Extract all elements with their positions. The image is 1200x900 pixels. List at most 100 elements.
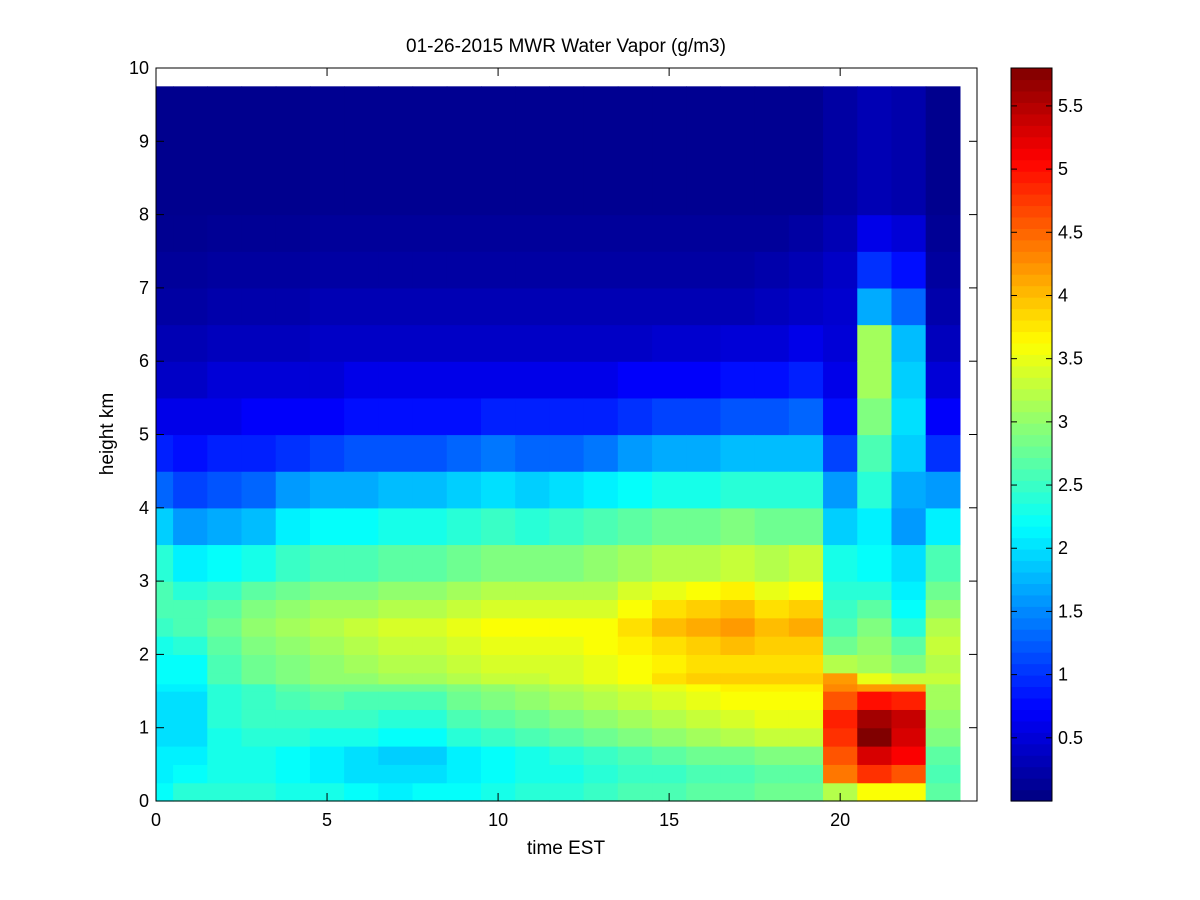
x-tick-label: 15 [659, 810, 679, 830]
heatmap-cell [156, 672, 174, 685]
heatmap-cell [515, 287, 550, 326]
heatmap-cell [823, 471, 858, 509]
colorbar-band [1011, 686, 1052, 699]
y-tick-label: 5 [139, 425, 149, 445]
heatmap-cell [309, 361, 345, 399]
heatmap-cell [173, 581, 208, 601]
heatmap-cell [891, 251, 927, 289]
heatmap-cell [446, 764, 482, 784]
heatmap-cell [754, 672, 790, 685]
heatmap-cell [275, 397, 311, 436]
colorbar-band [1011, 159, 1052, 172]
x-tick-label: 5 [322, 810, 332, 830]
colorbar-band [1011, 720, 1052, 733]
heatmap-cell [652, 581, 687, 601]
heatmap-cell [309, 764, 345, 784]
colorbar-band [1011, 640, 1052, 653]
colorbar-band [1011, 262, 1052, 275]
heatmap-cell [754, 324, 790, 362]
heatmap-cell [652, 764, 687, 784]
heatmap-cell [241, 727, 277, 747]
heatmap-cell [480, 287, 516, 326]
heatmap-cell [241, 544, 277, 582]
heatmap-cell [549, 691, 585, 710]
x-axis: 0 5 10 15 20 [151, 68, 850, 830]
heatmap-cell [857, 214, 893, 252]
heatmap-cell [446, 287, 482, 326]
heatmap-cell [720, 434, 756, 472]
heatmap-cell [754, 782, 790, 802]
heatmap-cell [309, 544, 345, 582]
heatmap-cell [241, 764, 277, 784]
heatmap-cell [788, 251, 824, 289]
heatmap-cell [823, 709, 858, 729]
heatmap-cell [446, 507, 482, 546]
heatmap-cell [549, 507, 585, 546]
x-tick-label: 10 [488, 810, 508, 830]
heatmap-cell [823, 251, 858, 289]
heatmap-cell [857, 709, 893, 729]
heatmap-cell [925, 672, 961, 685]
heatmap-cell [720, 636, 756, 655]
heatmap-cell [412, 654, 448, 674]
heatmap-cell [720, 361, 756, 399]
colorbar-frame [1010, 67, 1053, 802]
heatmap-cell [515, 471, 550, 509]
heatmap-cell [583, 746, 619, 765]
colorbar-band [1011, 205, 1052, 218]
heatmap-cell [412, 434, 448, 472]
heatmap-cell [515, 764, 550, 784]
heatmap-cell [309, 434, 345, 472]
heatmap-cell [925, 782, 961, 802]
heatmap-cell [207, 617, 243, 637]
heatmap-cell [652, 471, 687, 509]
heatmap-cell [891, 617, 927, 637]
heatmap-cell [754, 361, 790, 399]
heatmap-cell [173, 683, 208, 692]
heatmap-cell [241, 782, 277, 802]
colorbar-band [1011, 193, 1052, 207]
colorbar-band [1011, 90, 1052, 103]
heatmap-cell [857, 617, 893, 637]
heatmap-cell [925, 746, 961, 765]
heatmap-cell [173, 324, 208, 362]
heatmap-cell [309, 782, 345, 802]
y-tick-label: 10 [129, 58, 149, 78]
heatmap-cell [480, 636, 516, 655]
heatmap-cell [617, 86, 653, 216]
heatmap-cell [344, 691, 379, 710]
heatmap-cell [891, 683, 927, 692]
colorbar-band [1011, 514, 1052, 527]
heatmap-cell [788, 636, 824, 655]
colorbar-band [1011, 365, 1052, 378]
heatmap-cells [156, 86, 961, 802]
heatmap-cell [754, 287, 790, 326]
heatmap-cell [549, 672, 585, 685]
heatmap-cell [156, 709, 174, 729]
heatmap-cell [309, 581, 345, 601]
heatmap-cell [156, 397, 174, 436]
heatmap-cell [173, 636, 208, 655]
heatmap-cell [309, 287, 345, 326]
heatmap-cell [925, 287, 961, 326]
heatmap-cell [617, 581, 653, 601]
heatmap-cell [891, 507, 927, 546]
heatmap-cell [156, 782, 174, 802]
heatmap-cell [446, 727, 482, 747]
heatmap-cell [549, 599, 585, 619]
heatmap-cell [275, 287, 311, 326]
heatmap-cell [857, 544, 893, 582]
heatmap-cell [515, 599, 550, 619]
heatmap-cell [378, 654, 414, 674]
heatmap-cell [788, 746, 824, 765]
heatmap-cell [515, 636, 550, 655]
colorbar-band [1011, 113, 1052, 126]
heatmap-cell [275, 672, 311, 685]
heatmap-cell [857, 764, 893, 784]
colorbar-band [1011, 136, 1052, 149]
heatmap-cell [617, 709, 653, 729]
heatmap-cell [754, 434, 790, 472]
heatmap-cell [857, 397, 893, 436]
colorbar-band [1011, 617, 1052, 630]
heatmap-cell [549, 654, 585, 674]
